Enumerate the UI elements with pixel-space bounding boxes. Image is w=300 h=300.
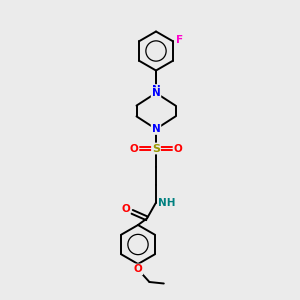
Text: O: O: [129, 143, 138, 154]
Text: O: O: [174, 143, 183, 154]
Text: S: S: [152, 143, 160, 154]
Text: O: O: [134, 264, 142, 274]
Text: N: N: [152, 88, 160, 98]
Text: N: N: [152, 85, 160, 95]
Text: N: N: [152, 124, 160, 134]
Text: NH: NH: [158, 197, 176, 208]
Text: O: O: [121, 204, 130, 214]
Text: F: F: [176, 35, 183, 45]
